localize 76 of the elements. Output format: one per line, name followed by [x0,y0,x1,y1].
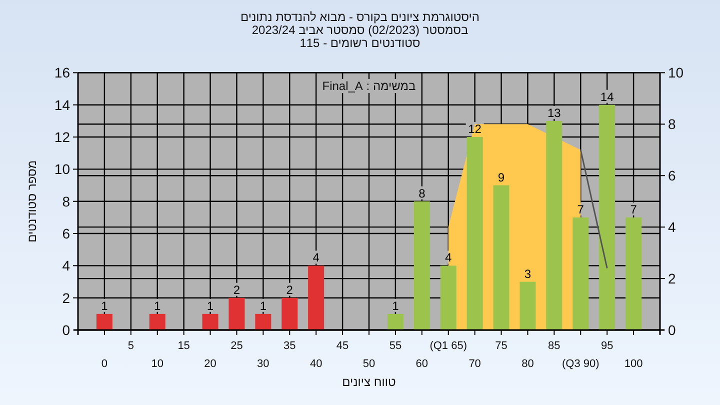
y-axis-title: מספר סטודנטים [25,160,39,242]
x-tick-label: 45 [336,340,349,352]
bar [228,298,245,330]
y-tick-label: 0 [62,322,70,338]
bar [599,104,616,330]
bar [546,120,562,330]
x-tick-label: 100 [624,358,643,370]
bar [255,314,272,330]
x-tick-label: 40 [310,358,322,370]
bar [96,314,112,330]
y-tick-label: 2 [62,290,70,306]
data-label: 2 [233,282,240,297]
x-tick-label: 80 [522,358,534,370]
data-label: 8 [418,186,426,200]
data-label: 3 [524,266,532,281]
data-label: 1 [206,298,214,313]
data-label: 4 [445,250,452,265]
bar [149,314,166,330]
x-axis-title: טווח ציונים [342,375,396,389]
data-label: 2 [286,282,294,297]
data-label: 7 [630,202,638,216]
data-label: 12 [468,122,482,136]
bar [202,314,218,330]
x-tick-label: 55 [389,340,402,352]
bar [282,298,298,330]
data-label: 13 [548,106,562,120]
x-tick-label: 25 [230,340,243,352]
bar [440,266,456,330]
x-tick-label: 70 [468,358,481,370]
chart-title: היסטוגרמת ציונים בקורס - מבוא להנדסת נתונים [240,10,480,24]
y-tick-label: 4 [62,258,70,274]
data-label: 1 [260,298,267,313]
y-tick-label: 10 [54,161,70,178]
bar [387,314,404,330]
x-tick-label: 35 [284,340,296,352]
data-label: 7 [577,202,584,216]
x-tick-label: 60 [416,358,428,370]
bar [493,185,510,330]
x-tick-label: 50 [362,358,376,370]
bar [520,282,536,330]
x-tick-label: (Q1 65) [430,340,468,352]
x-tick-label: 75 [495,340,508,352]
bar [466,137,483,330]
y2-tick-label: 6 [668,168,676,184]
y2-tick-label: 4 [668,219,676,236]
bar [572,217,589,330]
x-tick-label: 85 [548,340,560,352]
bar [414,201,430,330]
chart-subtitle: בסמסטר (02/2023) סמסטר אביב 2023/24 [252,23,468,37]
y-tick-label: 6 [62,226,70,242]
x-tick-label: (Q3 90) [562,358,600,370]
data-label: 4 [312,250,320,265]
y-tick-label: 8 [62,193,70,210]
text: סטודנטים רשומים - 115 [300,36,420,50]
y2-tick-label: 8 [668,116,676,132]
y-tick-label: 16 [54,64,70,81]
data-label: 9 [498,170,505,184]
data-label: 14 [600,90,614,104]
y-tick-label: 12 [54,129,70,146]
annotation: במשימה : Final_A [322,79,416,93]
x-tick-label: 0 [101,358,108,370]
bar [308,266,324,330]
y2-tick-label: 10 [668,64,684,81]
x-tick-label: 15 [178,340,190,352]
y2-tick-label: 2 [668,270,676,287]
bar [626,217,642,330]
x-tick-label: 10 [151,358,164,370]
data-label: 1 [392,298,400,313]
x-tick-label: 30 [257,358,270,370]
y2-tick-label: 0 [668,322,676,338]
x-tick-label: 5 [128,340,134,352]
data-label: 1 [154,298,162,313]
x-tick-label: 95 [600,340,614,352]
y-tick-label: 14 [54,96,70,113]
x-tick-label: 20 [204,358,216,370]
data-label: 1 [101,298,108,313]
